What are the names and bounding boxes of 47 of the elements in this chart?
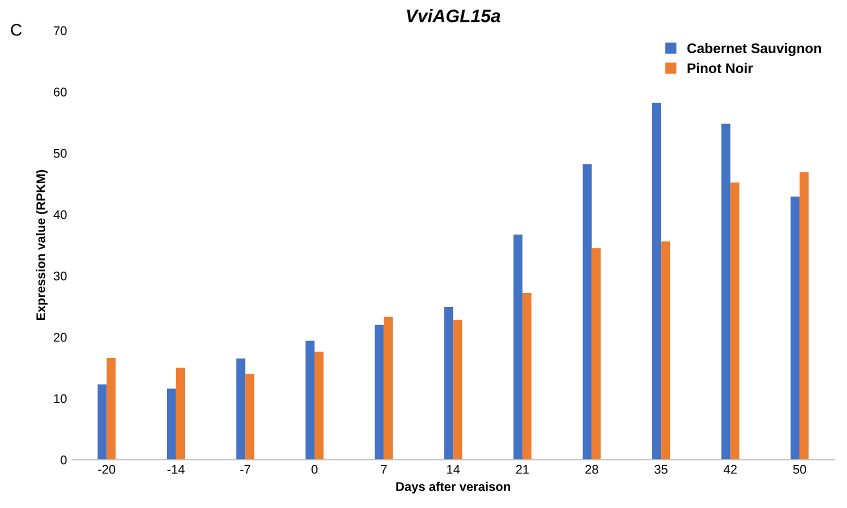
bar	[661, 241, 670, 460]
y-tick-label: 70	[54, 26, 67, 36]
bar	[522, 292, 532, 460]
bar	[314, 352, 324, 460]
bar	[166, 388, 176, 460]
y-axis-title: Expression value (RPKM)	[36, 170, 48, 320]
x-tick-label: -14	[167, 465, 185, 474]
legend-label: Pinot Noir	[688, 62, 753, 74]
bar	[384, 316, 393, 460]
bar	[513, 234, 522, 460]
x-tick-label: 14	[447, 465, 460, 474]
y-tick-label: 60	[54, 88, 67, 96]
bar	[306, 340, 315, 460]
x-tick-label: 0	[312, 464, 318, 474]
legend-label: Cabernet Sauvignon	[687, 42, 821, 56]
bar	[106, 358, 116, 460]
x-tick-label: -20	[98, 464, 116, 474]
bar	[453, 320, 462, 460]
y-tick-label: 0	[60, 456, 67, 464]
bar	[582, 164, 592, 460]
x-tick-label: 7	[381, 465, 387, 474]
y-tick-label: 40	[54, 210, 67, 220]
x-tick-label: 21	[516, 464, 529, 474]
bar	[730, 182, 740, 460]
bar	[652, 102, 662, 460]
y-tick-label: 30	[54, 272, 67, 280]
bar	[721, 124, 730, 460]
x-axis-title: Days after veraison	[396, 482, 510, 494]
bar	[374, 324, 384, 460]
y-tick-label: 10	[54, 394, 67, 404]
bar	[176, 368, 185, 460]
bar	[790, 196, 800, 460]
chart-title: VviAGL15a	[406, 9, 500, 22]
x-tick-label: 42	[724, 464, 737, 474]
bar	[236, 358, 246, 460]
bar	[98, 384, 107, 460]
bar	[800, 172, 809, 460]
bar	[245, 374, 254, 460]
y-tick-label: 50	[54, 148, 67, 158]
y-tick-label: 20	[54, 332, 67, 342]
x-tick-label: 50	[793, 464, 806, 474]
bar	[592, 248, 601, 460]
x-tick-label: -7	[240, 465, 250, 474]
x-tick-label: 35	[654, 464, 668, 474]
x-tick-label: 28	[585, 464, 598, 474]
bar	[444, 307, 454, 460]
text: C	[11, 24, 22, 36]
